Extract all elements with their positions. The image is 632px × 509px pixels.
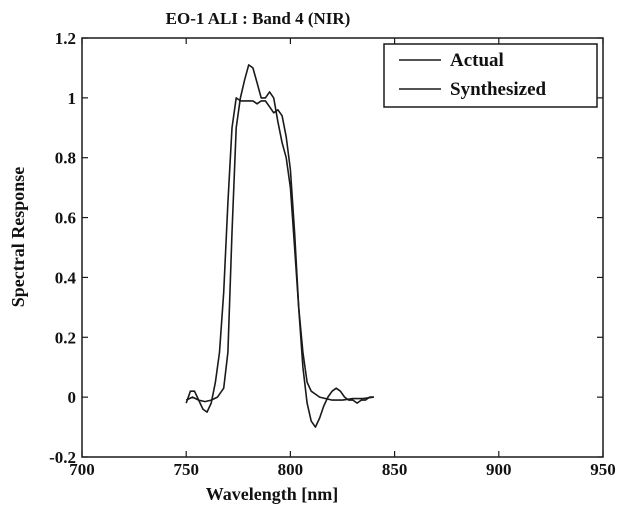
x-axis-label: Wavelength [nm] bbox=[206, 484, 339, 504]
y-tick-label: 0.2 bbox=[55, 328, 76, 347]
series-line-synthesized bbox=[185, 97, 374, 428]
y-tick-label: -0.2 bbox=[49, 448, 76, 467]
x-tick-label: 700 bbox=[69, 460, 95, 479]
legend-box bbox=[383, 43, 598, 108]
x-tick-label: 900 bbox=[486, 460, 512, 479]
series-layer bbox=[185, 64, 374, 428]
x-axis-ticks: 700 750 800 850 900 950 bbox=[69, 38, 616, 479]
y-tick-label: 0.6 bbox=[55, 209, 76, 228]
y-tick-label: 1.2 bbox=[55, 29, 76, 48]
legend-label-actual: Actual bbox=[450, 50, 504, 71]
y-tick-label: 0.8 bbox=[55, 149, 76, 168]
legend: Actual Synthesized bbox=[383, 43, 598, 108]
x-tick-label: 950 bbox=[590, 460, 616, 479]
chart-title: EO-1 ALI : Band 4 (NIR) bbox=[166, 9, 351, 28]
legend-label-synthesized: Synthesized bbox=[450, 79, 547, 100]
series-line-actual bbox=[185, 64, 374, 403]
y-axis-label: Spectral Response bbox=[8, 167, 28, 308]
y-tick-label: 1 bbox=[68, 89, 77, 108]
x-tick-label: 750 bbox=[173, 460, 199, 479]
y-axis-ticks: -0.2 0 0.2 0.4 0.6 0.8 1 1.2 bbox=[49, 29, 603, 467]
x-tick-label: 850 bbox=[382, 460, 408, 479]
y-tick-label: 0 bbox=[68, 388, 77, 407]
plot-frame bbox=[81, 37, 604, 458]
x-tick-label: 800 bbox=[278, 460, 304, 479]
y-tick-label: 0.4 bbox=[55, 268, 77, 287]
